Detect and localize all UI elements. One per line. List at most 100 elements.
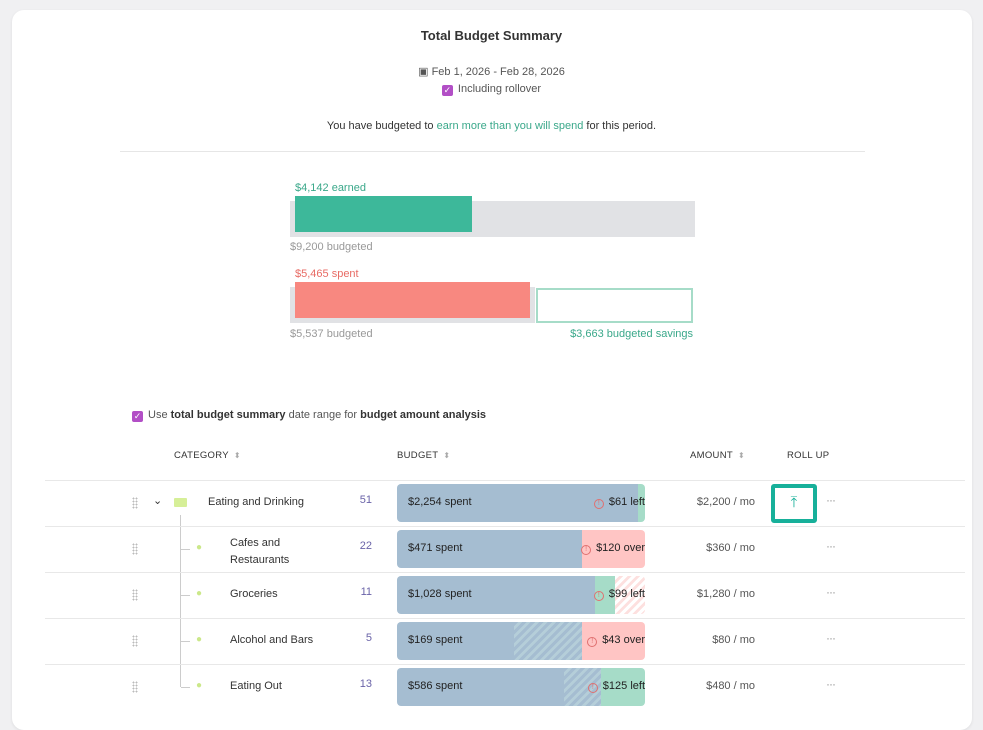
header-rollup: ROLL UP (787, 450, 830, 461)
remaining-amount: ! $61 left (593, 496, 645, 509)
more-options-icon[interactable]: ··· (826, 677, 836, 691)
category-icon: ● (196, 588, 203, 599)
spent-label: $5,465 spent (295, 268, 359, 280)
category-name: Alcohol and Bars (230, 634, 314, 646)
sort-icon: ⬍ (233, 451, 241, 460)
earned-budget-label: $9,200 budgeted (290, 241, 373, 253)
analysis-mid: date range for (285, 409, 361, 421)
drag-handle-icon[interactable] (132, 497, 138, 509)
remaining-text: $125 left (602, 680, 645, 692)
remaining-text: $120 over (596, 542, 645, 554)
category-name: Groceries (230, 588, 278, 600)
budget-bar[interactable] (397, 668, 645, 706)
transaction-count[interactable]: 11 (360, 586, 372, 598)
drag-handle-icon[interactable] (132, 635, 138, 647)
budget-amount[interactable]: $80 / mo (712, 634, 755, 646)
spent-amount: $1,028 spent (408, 588, 472, 600)
transaction-count[interactable]: 22 (359, 540, 372, 552)
category-name: Cafes and Restaurants (230, 537, 290, 566)
checkbox-icon: ✓ (132, 411, 143, 422)
header-amount[interactable]: AMOUNT ⬍ (690, 450, 745, 461)
table-row[interactable] (45, 526, 965, 572)
savings-bar (536, 288, 693, 323)
budget-amount[interactable]: $360 / mo (706, 542, 755, 554)
category-icon: ● (196, 542, 203, 553)
analysis-b2: budget amount analysis (360, 409, 487, 421)
msg-pre: You have budgeted to (326, 120, 437, 132)
calendar-icon: ▣ (418, 66, 432, 78)
analysis-b1: total budget summary (170, 409, 286, 421)
budget-bar[interactable] (397, 622, 645, 660)
budget-segment (615, 576, 645, 614)
checkbox-icon: ✓ (441, 85, 453, 96)
budget-message: You have budgeted to earn more than you … (0, 120, 983, 132)
header-amount-label: AMOUNT (690, 450, 733, 461)
sort-icon: ⬍ (737, 451, 745, 460)
earned-label: $4,142 earned (295, 182, 366, 194)
remaining-amount: ! $125 left (587, 680, 645, 693)
table-row[interactable] (45, 572, 965, 618)
drag-handle-icon[interactable] (132, 681, 138, 693)
budget-segment (397, 530, 582, 568)
remaining-amount: ! $120 over (581, 542, 645, 555)
budget-segment (397, 576, 596, 614)
tree-connector (181, 595, 190, 596)
more-options-icon[interactable]: ··· (826, 493, 836, 507)
header-category[interactable]: CATEGORY ⬍ (174, 450, 241, 461)
budget-segment (595, 576, 616, 614)
category-name: Eating and Drinking (208, 496, 305, 508)
drag-handle-icon[interactable] (132, 543, 138, 555)
category-name: Eating Out (230, 680, 282, 692)
budget-amount[interactable]: $1,280 / mo (696, 588, 755, 600)
spent-amount: $169 spent (408, 634, 463, 646)
budget-bar[interactable] (397, 530, 645, 568)
header-budget[interactable]: BUDGET ⬍ (397, 450, 450, 461)
analysis-checkbox[interactable]: ✓ Use total budget summary date range for… (132, 409, 486, 422)
remaining-amount: ! $99 left (593, 588, 645, 601)
alert-icon: ! (581, 545, 592, 555)
date-range[interactable]: ▣ Feb 1, 2026 - Feb 28, 2026 (0, 65, 983, 78)
sort-icon: ⬍ (443, 451, 451, 460)
more-options-icon[interactable]: ··· (826, 539, 836, 553)
divider (120, 151, 865, 152)
transaction-count[interactable]: 5 (365, 632, 372, 644)
chevron-down-icon[interactable]: ⌄ (153, 495, 163, 507)
spent-budget-label: $5,537 budgeted (290, 328, 373, 340)
tree-connector (181, 687, 190, 688)
remaining-text: $99 left (608, 588, 645, 600)
table-row[interactable] (45, 664, 965, 710)
analysis-pre: Use (148, 409, 171, 421)
remaining-amount: ! $43 over (587, 634, 645, 647)
budget-segment (582, 530, 645, 568)
budget-amount[interactable]: $2,200 / mo (696, 496, 755, 508)
more-options-icon[interactable]: ··· (826, 585, 836, 599)
more-options-icon[interactable]: ··· (826, 631, 836, 645)
msg-post: for this period. (583, 120, 657, 132)
tree-connector (181, 549, 190, 550)
budget-segment (397, 622, 514, 660)
rollover-label: Including rollover (457, 83, 542, 95)
earned-bar-fill (295, 196, 472, 232)
rollup-button[interactable]: ⤒ (771, 484, 817, 523)
header-budget-label: BUDGET (397, 450, 439, 461)
table-row[interactable] (45, 618, 965, 664)
rollover-checkbox[interactable]: ✓ Including rollover (0, 83, 983, 96)
transaction-count[interactable]: 13 (359, 678, 372, 690)
category-icon: ● (196, 634, 203, 645)
budget-amount[interactable]: $480 / mo (706, 680, 755, 692)
spent-amount: $586 spent (408, 680, 463, 692)
budget-bar[interactable] (397, 576, 645, 614)
tree-line (180, 515, 181, 687)
category-icon: ● (196, 680, 203, 691)
remaining-text: $43 over (602, 634, 645, 646)
budget-segment (397, 668, 564, 706)
drag-handle-icon[interactable] (132, 589, 138, 601)
msg-link: earn more than you will spend (436, 120, 584, 132)
arrow-up-to-line-icon: ⤒ (790, 494, 798, 511)
transaction-count[interactable]: 51 (359, 494, 372, 506)
header-category-label: CATEGORY (174, 450, 229, 461)
date-range-text: Feb 1, 2026 - Feb 28, 2026 (431, 66, 565, 78)
table-row[interactable] (45, 480, 965, 526)
page-title: Total Budget Summary (420, 28, 563, 43)
alert-icon: ! (587, 683, 598, 693)
